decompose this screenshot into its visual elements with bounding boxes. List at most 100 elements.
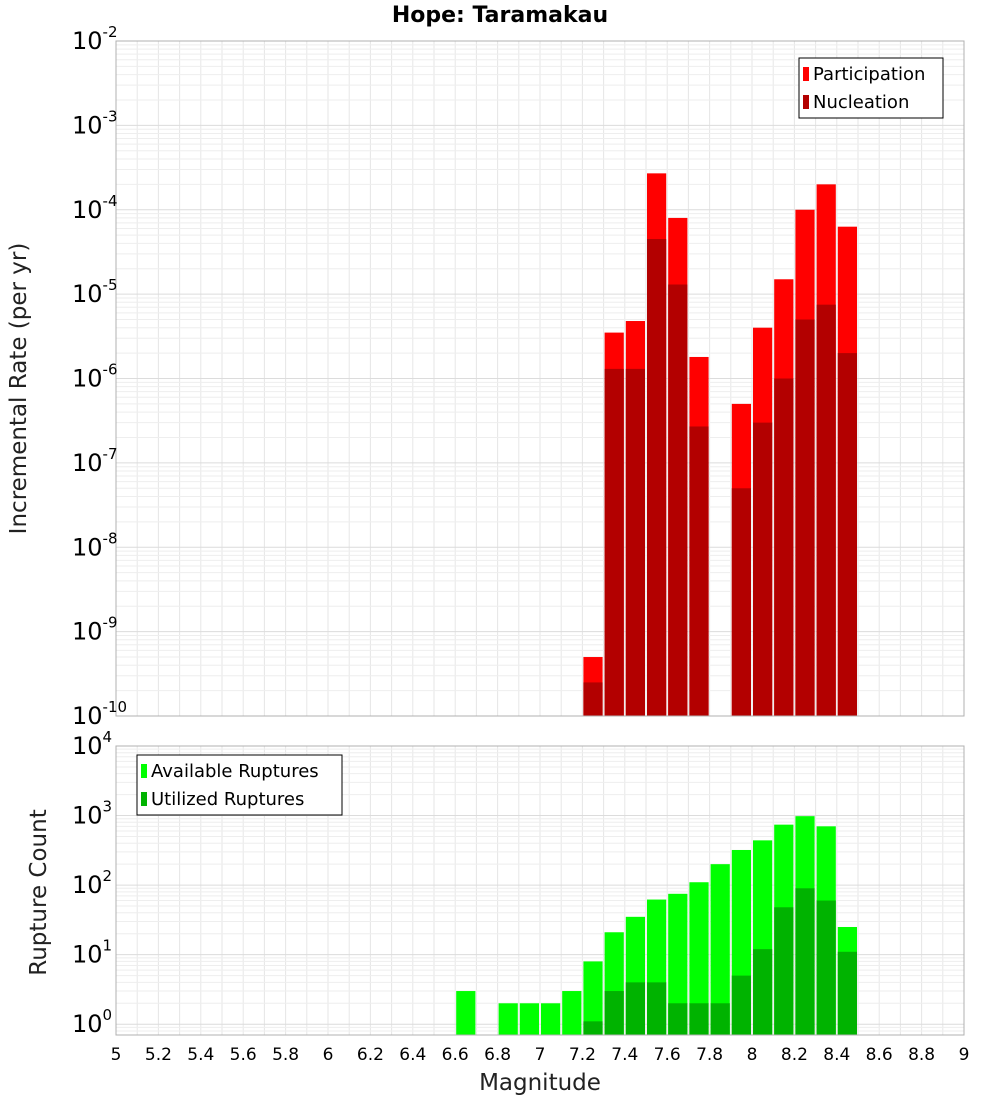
y-tick-base: 10 — [72, 533, 103, 561]
y-tick-base: 10 — [72, 196, 103, 224]
utilized-bar — [689, 1003, 709, 1035]
chart-title: Hope: Taramakau — [392, 3, 608, 28]
x-tick-label: 7.2 — [569, 1045, 596, 1065]
x-tick-label: 9 — [959, 1045, 970, 1065]
x-tick-label: 7.4 — [611, 1045, 638, 1065]
utilized-bar — [647, 982, 667, 1035]
count-y-axis-label: Rupture Count — [26, 809, 52, 975]
nucleation-bar — [583, 682, 603, 716]
x-tick-label: 7 — [535, 1045, 546, 1065]
legend-box — [798, 57, 944, 119]
y-tick-exponent: -5 — [103, 276, 118, 294]
legend-box — [136, 754, 343, 816]
x-tick-label: 8.6 — [866, 1045, 893, 1065]
y-tick-exponent: -2 — [103, 23, 118, 41]
utilized-bar — [668, 1003, 688, 1035]
y-tick-label: 10-6 — [72, 361, 118, 393]
x-tick-label: 5.4 — [187, 1045, 214, 1065]
rate-bars — [583, 173, 857, 717]
rate-y-axis-label: Incremental Rate (per yr) — [6, 243, 32, 535]
available-bar — [498, 1003, 518, 1035]
y-tick-base: 10 — [72, 702, 103, 730]
y-tick-label: 10-4 — [72, 192, 118, 224]
nucleation-bar — [625, 368, 645, 716]
utilized-bar — [753, 949, 773, 1035]
x-tick-label: 6.4 — [399, 1045, 426, 1065]
y-tick-exponent: 3 — [103, 798, 113, 816]
y-tick-base: 10 — [72, 111, 103, 139]
y-tick-base: 10 — [72, 1010, 103, 1038]
x-tick-label: 6.8 — [484, 1045, 511, 1065]
nucleation-bar — [837, 353, 857, 716]
y-tick-label: 100 — [72, 1006, 112, 1038]
utilized-bar — [710, 1003, 730, 1035]
utilized-bar — [604, 991, 624, 1035]
x-tick-label: 6 — [323, 1045, 334, 1065]
count-legend: Available Ruptures Utilized Ruptures — [136, 754, 343, 816]
available-legend-swatch — [141, 764, 147, 778]
x-tick-label: 5.6 — [230, 1045, 257, 1065]
y-tick-base: 10 — [72, 27, 103, 55]
rate-plot-frame — [115, 40, 965, 717]
y-tick-label: 10-5 — [72, 276, 118, 308]
nucleation-bar — [689, 426, 709, 716]
utilized-bar — [625, 982, 645, 1035]
available-bar — [562, 991, 582, 1035]
y-tick-base: 10 — [72, 802, 103, 830]
available-bar — [710, 864, 730, 1035]
nucleation-bar — [816, 304, 836, 716]
y-tick-base: 10 — [72, 941, 103, 969]
y-tick-label: 10-8 — [72, 529, 118, 561]
utilized-bar — [583, 1021, 603, 1035]
y-tick-base: 10 — [72, 618, 103, 646]
nucleation-bar — [753, 422, 773, 716]
y-tick-exponent: 0 — [103, 1006, 113, 1024]
y-tick-base: 10 — [72, 365, 103, 393]
utilized-bar — [816, 900, 836, 1035]
y-tick-exponent: 1 — [103, 937, 113, 955]
y-tick-base: 10 — [72, 871, 103, 899]
rate-legend: Participation Nucleation — [798, 57, 944, 119]
count-plot-frame — [115, 745, 965, 1036]
y-tick-label: 10-2 — [72, 23, 118, 55]
available-legend-label: Available Ruptures — [151, 761, 319, 782]
y-tick-exponent: -6 — [103, 361, 118, 379]
x-tick-label: 7.8 — [696, 1045, 723, 1065]
x-tick-label: 5.2 — [145, 1045, 172, 1065]
nucleation-bar — [647, 239, 667, 716]
x-tick-label: 8 — [747, 1045, 758, 1065]
nucleation-bar — [668, 284, 688, 716]
utilized-bar — [774, 907, 794, 1035]
y-tick-base: 10 — [72, 732, 103, 760]
y-tick-label: 10-10 — [72, 698, 127, 730]
y-tick-label: 104 — [72, 728, 112, 760]
y-tick-label: 10-9 — [72, 614, 118, 646]
nucleation-bar — [604, 368, 624, 716]
x-tick-label: 7.6 — [654, 1045, 681, 1065]
x-tick-label: 6.2 — [357, 1045, 384, 1065]
y-tick-exponent: 2 — [103, 867, 113, 885]
x-tick-label: 8.4 — [823, 1045, 850, 1065]
y-tick-label: 10-3 — [72, 107, 118, 139]
y-tick-exponent: -9 — [103, 614, 118, 632]
y-tick-exponent: -7 — [103, 445, 118, 463]
available-bar — [519, 1003, 539, 1035]
rate-grid — [115, 40, 965, 717]
nucleation-bar — [774, 378, 794, 716]
y-tick-exponent: -10 — [103, 698, 128, 716]
y-tick-exponent: -4 — [103, 192, 118, 210]
utilized-bar — [837, 951, 857, 1035]
y-tick-label: 101 — [72, 937, 112, 969]
y-tick-exponent: -8 — [103, 529, 118, 547]
x-axis-label: Magnitude — [479, 1070, 601, 1096]
y-tick-exponent: -3 — [103, 107, 118, 125]
nucleation-legend-label: Nucleation — [813, 92, 909, 113]
y-tick-label: 103 — [72, 798, 112, 830]
utilized-bar — [795, 888, 815, 1035]
magnitude-x-ticks: 5 5.2 5.4 5.6 5.8 6 6.2 6.4 6.6 6.8 7 7.2 7.4 7.6 7.8 8… — [111, 1045, 970, 1065]
available-bar — [668, 893, 688, 1035]
